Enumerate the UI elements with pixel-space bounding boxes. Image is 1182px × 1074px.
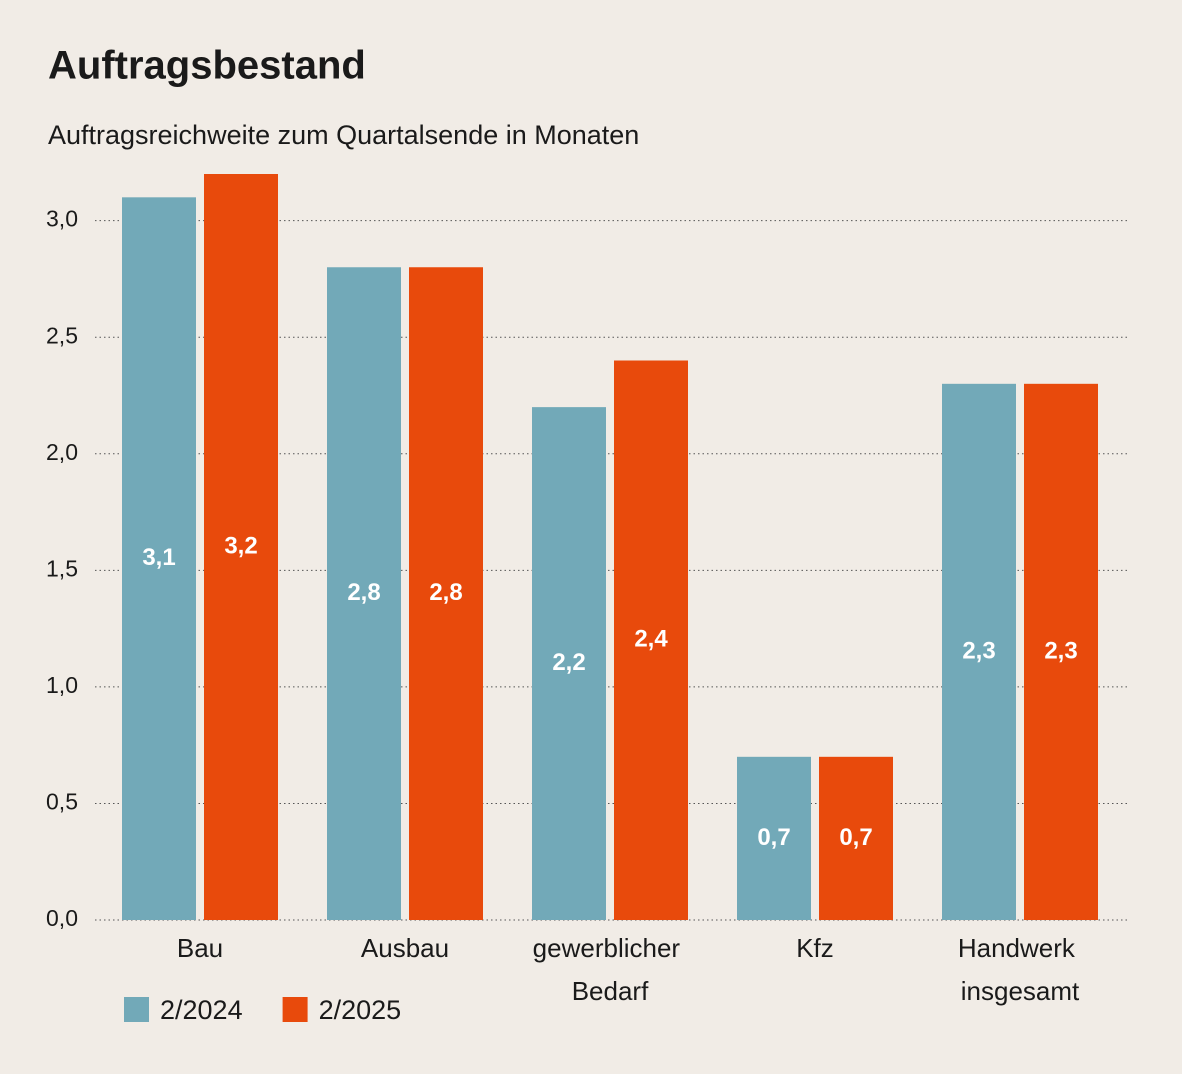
bar bbox=[204, 174, 278, 920]
value-label: 0,7 bbox=[839, 824, 872, 851]
value-label: 3,1 bbox=[142, 544, 175, 571]
bar bbox=[122, 197, 196, 920]
value-label: 2,4 bbox=[634, 626, 668, 653]
x-tick-label: Bau bbox=[177, 933, 223, 963]
value-label: 2,2 bbox=[552, 649, 585, 676]
bar bbox=[532, 407, 606, 920]
chart-title: Auftragsbestand bbox=[48, 44, 366, 88]
legend-swatch bbox=[282, 997, 308, 1022]
y-tick-label: 1,5 bbox=[46, 555, 78, 581]
x-tick-label: Kfz bbox=[796, 933, 834, 963]
bar bbox=[327, 267, 401, 920]
bar bbox=[614, 360, 688, 920]
x-tick-label: Handwerk insgesamt bbox=[958, 933, 1082, 1006]
bar bbox=[1024, 383, 1098, 920]
bar bbox=[737, 756, 811, 920]
value-label: 2,3 bbox=[1044, 637, 1077, 664]
y-tick-label: 3,0 bbox=[46, 206, 78, 232]
bar bbox=[819, 756, 893, 920]
value-label: 0,7 bbox=[757, 824, 790, 851]
y-tick-label: 2,5 bbox=[46, 322, 78, 348]
y-tick-label: 0,5 bbox=[46, 789, 78, 815]
legend-swatch bbox=[124, 997, 149, 1022]
value-label: 2,8 bbox=[347, 579, 380, 606]
legend-label: 2/2025 bbox=[319, 995, 402, 1025]
value-label: 3,2 bbox=[224, 532, 257, 559]
y-tick-label: 2,0 bbox=[46, 439, 78, 465]
value-label: 2,8 bbox=[429, 579, 462, 606]
y-tick-label: 1,0 bbox=[46, 672, 78, 698]
chart-subtitle: Auftragsreichweite zum Quartalsende in M… bbox=[48, 120, 639, 150]
legend-label: 2/2024 bbox=[160, 995, 243, 1025]
x-tick-label: Ausbau bbox=[361, 933, 449, 963]
bar bbox=[409, 267, 483, 920]
value-label: 2,3 bbox=[962, 637, 995, 664]
y-tick-label: 0,0 bbox=[46, 905, 78, 931]
x-tick-label: gewerblicher Bedarf bbox=[533, 933, 688, 1006]
bar bbox=[942, 383, 1016, 920]
